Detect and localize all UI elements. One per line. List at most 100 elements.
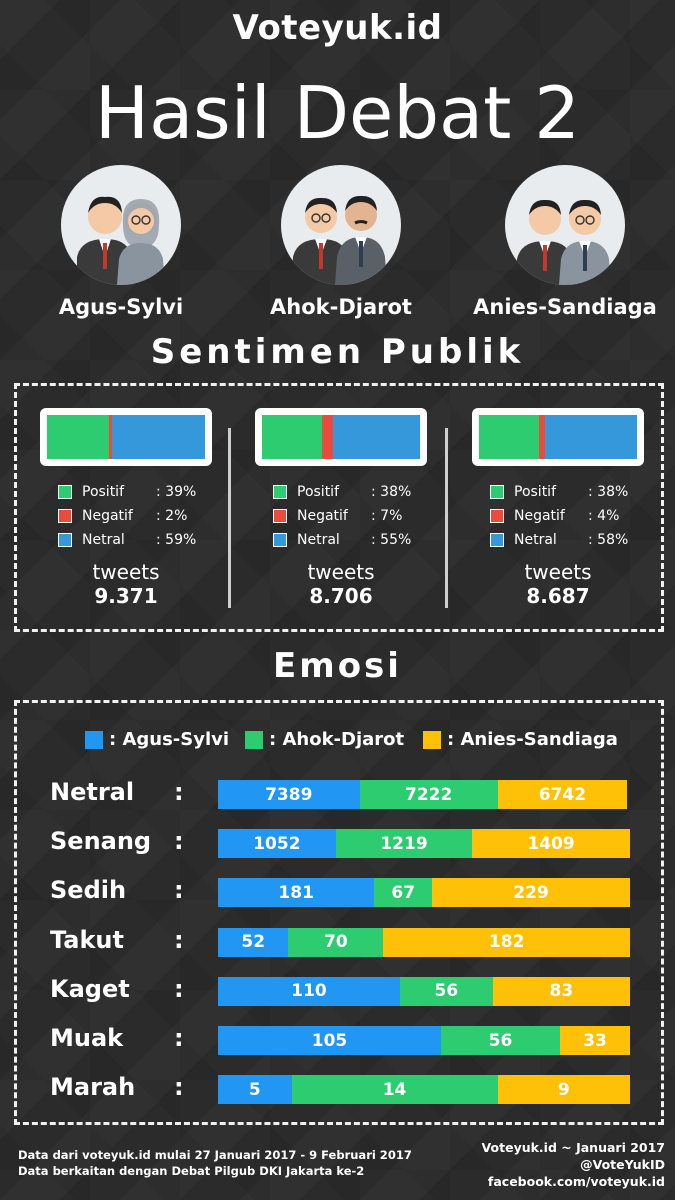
tweets-label: tweets: [307, 560, 375, 584]
legend-value: : 38%: [371, 484, 412, 500]
brand-logo: Voteyuk.id: [232, 8, 443, 48]
legend-label: Positif: [297, 484, 339, 500]
footer-handle: @VoteYukID: [580, 1157, 665, 1172]
emotion-colon: :: [174, 778, 184, 806]
legend-label: Negatif: [82, 508, 133, 524]
sentimen-bar: [262, 415, 420, 459]
emotion-colon: :: [174, 876, 184, 905]
emotion-segment-anies: 229: [432, 878, 630, 908]
emotion-label: Marah: [50, 1073, 136, 1102]
legend-swatch: [58, 485, 72, 499]
emotion-colon: :: [174, 974, 184, 1003]
legend-swatch: [273, 485, 287, 499]
sentimen-segment-netral: [545, 415, 637, 459]
legend-value: : 38%: [588, 484, 629, 500]
avatar: [281, 165, 401, 285]
legend-label: Positif: [82, 484, 124, 500]
emotion-bar: 5 14 9: [218, 1075, 630, 1105]
legend-value: : 7%: [371, 508, 403, 524]
sentimen-segment-negatif: [322, 415, 334, 459]
sentimen-segment-netral: [333, 415, 420, 459]
legend-swatch-agus: [85, 730, 103, 749]
sentimen-legend-negatif: Negatif : 2%: [58, 504, 216, 528]
footer-notes: Data dari voteyuk.id mulai 27 Januari 20…: [18, 1147, 412, 1179]
emotion-segment-agus: 110: [218, 976, 400, 1006]
legend-value: : 39%: [156, 484, 197, 500]
emotion-segment-agus: 52: [218, 927, 289, 957]
legend-label: Negatif: [297, 508, 348, 524]
legend-label: : Anies-Sandiaga: [447, 729, 618, 750]
avatar: [505, 165, 625, 285]
legend-swatch: [490, 485, 504, 499]
emotion-bar: 7389 7222 6742: [218, 780, 627, 809]
sentimen-column: Positif: 39% Negatif: 2% Netral: 59% tweets…: [36, 408, 216, 608]
emotion-bar: 52 70 182: [218, 927, 630, 957]
emotion-segment-agus: 1052: [218, 829, 336, 859]
emotion-colon: :: [174, 1073, 184, 1102]
sentimen-segment-positif: [262, 415, 323, 459]
sentimen-segment-negatif: [108, 415, 112, 459]
legend-label: Netral: [297, 532, 340, 548]
tweets-label: tweets: [524, 560, 592, 584]
legend-value: : 58%: [588, 532, 629, 548]
sentimen-legend-positif: Positif : 38%: [273, 480, 431, 504]
footer-credit: Voteyuk.id ~ Januari 2017: [481, 1140, 665, 1155]
legend-swatch: [273, 533, 287, 547]
sentimen-column: Positif : 38% Negatif : 7% Netral : 55% tweets…: [251, 408, 431, 608]
legend-label: : Ahok-Djarot: [269, 729, 405, 750]
legend-anies: : Anies-Sandiaga: [423, 729, 618, 750]
sentimen-panel: [14, 383, 664, 632]
emotion-segment-ahok: 67: [374, 878, 433, 908]
sentimen-title: Sentimen Publik: [150, 332, 525, 372]
candidate-name: Agus-Sylvi: [58, 295, 184, 319]
legend-label: : Agus-Sylvi: [109, 729, 230, 750]
divider: [445, 428, 448, 608]
emotion-segment-agus: 7389: [218, 780, 360, 809]
sentimen-legend-netral: Netral : 55%: [273, 528, 431, 552]
emotion-segment-ahok: 70: [288, 927, 384, 957]
footer-credits: Voteyuk.id ~ Januari 2017 @VoteYukID fac…: [482, 1139, 665, 1190]
emotion-segment-anies: 9: [497, 1075, 630, 1105]
sentimen-bar-frame: [255, 408, 427, 466]
emotion-segment-anies: 1409: [472, 829, 630, 859]
legend-value: : 2%: [156, 508, 188, 524]
emotion-segment-anies: 6742: [497, 780, 627, 809]
tweets-count: 8.706: [309, 584, 373, 608]
emotion-segment-agus: 181: [218, 878, 375, 908]
emosi-panel: [14, 700, 664, 1125]
legend-value: : 55%: [371, 532, 412, 548]
emotion-segment-ahok: 56: [440, 1026, 560, 1055]
legend-label: Netral: [82, 532, 125, 548]
sentimen-legend-negatif: Negatif : 7%: [273, 504, 431, 528]
legend-swatch: [490, 509, 504, 523]
emotion-bar: 105 56 33: [218, 1026, 630, 1055]
emotion-bar: 1052 1219 1409: [218, 829, 630, 859]
legend-swatch: [58, 533, 72, 547]
emotion-colon: :: [174, 827, 184, 856]
candidate-anies-sandiaga: Anies-Sandiaga: [465, 165, 665, 319]
legend-label: Positif: [514, 484, 556, 500]
footer-line: Data berkaitan dengan Debat Pilgub DKI J…: [18, 1164, 365, 1178]
sentimen-bar-frame: [472, 408, 644, 466]
emotion-colon: :: [174, 925, 184, 954]
legend-label: Negatif: [514, 508, 565, 524]
sentimen-segment-positif: [479, 415, 540, 459]
legend-label: Netral: [514, 532, 557, 548]
emotion-segment-agus: 5: [218, 1075, 292, 1105]
legend-swatch-anies: [423, 730, 441, 749]
emotion-segment-ahok: 1219: [335, 829, 473, 859]
emosi-title: Emosi: [273, 646, 402, 686]
footer-link[interactable]: facebook.com/voteyuk.id: [487, 1174, 665, 1189]
emotion-label: Muak: [50, 1024, 124, 1052]
candidate-name: Anies-Sandiaga: [473, 295, 657, 319]
sentimen-legend-netral: Netral : 58%: [490, 528, 648, 552]
legend-value: : 4%: [588, 508, 620, 524]
emotion-label: Kaget: [50, 974, 130, 1003]
legend-ahok: : Ahok-Djarot: [245, 729, 404, 750]
sentimen-bar: [479, 415, 637, 459]
emotion-label: Sedih: [50, 876, 127, 905]
legend-swatch-ahok: [245, 730, 263, 749]
emotion-segment-anies: 182: [383, 927, 630, 957]
emotion-colon: :: [174, 1024, 184, 1052]
tweets-count: 8.687: [526, 584, 590, 608]
